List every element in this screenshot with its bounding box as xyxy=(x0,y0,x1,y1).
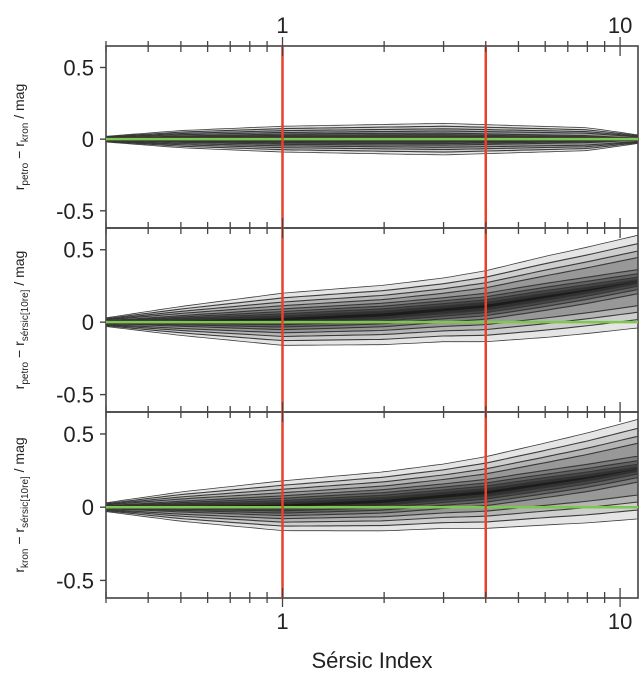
y-tick-label: 0 xyxy=(82,127,94,152)
y-axis-label-2: rpetro − rsérsic[10re] / mag xyxy=(11,251,31,390)
reference-lines xyxy=(106,46,638,598)
y-tick-label: -0.5 xyxy=(56,383,94,408)
y-tick-label: 0 xyxy=(82,310,94,335)
y-tick-label: 0.5 xyxy=(63,422,94,447)
y-tick-label: 0.5 xyxy=(63,55,94,80)
x-tick-label-top: 1 xyxy=(276,13,288,38)
panel-frames xyxy=(105,45,639,599)
y-tick-label: 0 xyxy=(82,495,94,520)
density-panel-3 xyxy=(106,418,638,532)
y-axis-label-1: rpetro − rkron / mag xyxy=(11,84,31,190)
tick-marks xyxy=(100,37,621,607)
x-tick-label-top: 10 xyxy=(608,13,632,38)
density-layer xyxy=(106,122,638,532)
x-tick-label-bottom: 10 xyxy=(608,609,632,634)
y-tick-label: -0.5 xyxy=(56,199,94,224)
y-tick-label: 0.5 xyxy=(63,238,94,263)
x-axis-label: Sérsic Index xyxy=(311,648,432,673)
panel-frame-3 xyxy=(105,411,639,599)
y-tick-label: -0.5 xyxy=(56,568,94,593)
y-axis-label-3: rkron − rsérsic[10re] / mag xyxy=(11,437,31,572)
x-tick-label-bottom: 1 xyxy=(276,609,288,634)
density-panel-2 xyxy=(106,234,638,346)
tick-labels: 0.5 0 -0.5 rpetro − rkron / mag 0.5 0 -0.5 rpet… xyxy=(11,13,632,634)
